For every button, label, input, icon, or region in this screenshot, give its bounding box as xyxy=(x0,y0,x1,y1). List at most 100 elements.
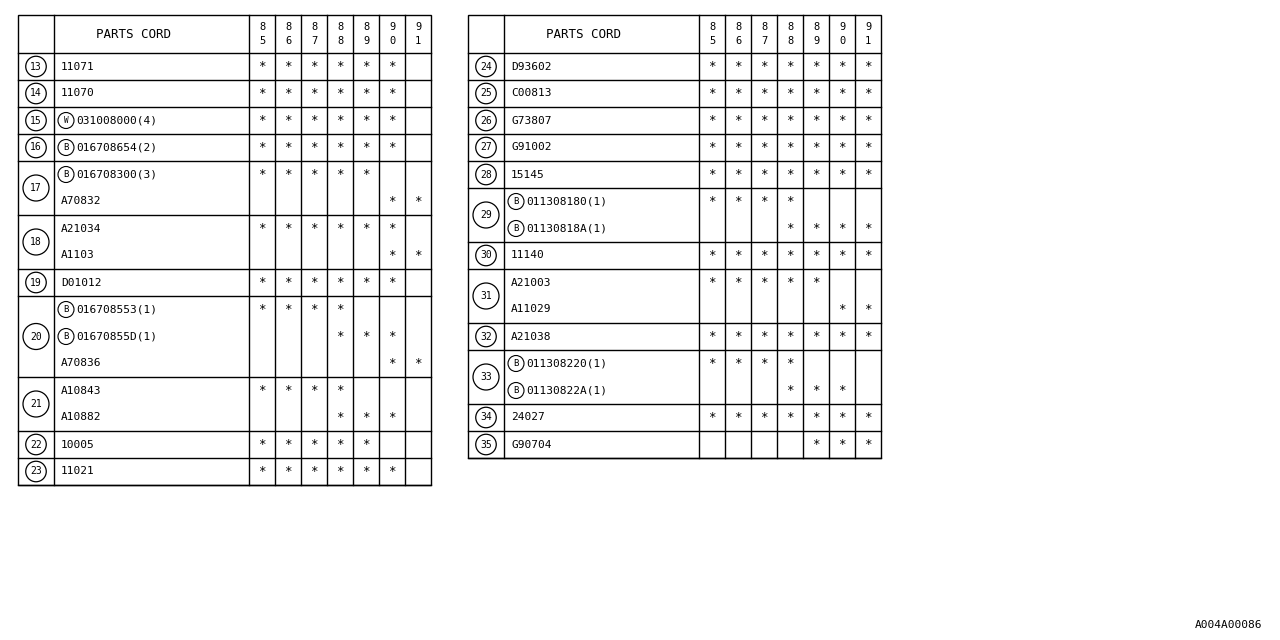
Text: *: * xyxy=(735,330,741,343)
Text: *: * xyxy=(388,411,396,424)
Text: 11070: 11070 xyxy=(61,88,95,99)
Text: *: * xyxy=(813,276,819,289)
Text: A1103: A1103 xyxy=(61,250,95,260)
Text: 26: 26 xyxy=(480,115,492,125)
Circle shape xyxy=(58,301,74,317)
Text: *: * xyxy=(760,168,768,181)
Text: 6: 6 xyxy=(285,36,291,46)
Circle shape xyxy=(508,193,524,209)
Text: *: * xyxy=(786,249,794,262)
Text: 18: 18 xyxy=(31,237,42,247)
Text: *: * xyxy=(310,222,317,235)
Text: 031008000(4): 031008000(4) xyxy=(76,115,157,125)
Text: *: * xyxy=(786,384,794,397)
Text: *: * xyxy=(708,114,716,127)
Text: *: * xyxy=(708,195,716,208)
Text: *: * xyxy=(838,60,846,73)
Circle shape xyxy=(23,175,49,201)
Text: *: * xyxy=(864,303,872,316)
Text: *: * xyxy=(337,303,344,316)
Circle shape xyxy=(508,221,524,237)
Text: *: * xyxy=(813,384,819,397)
Text: 8: 8 xyxy=(709,22,716,32)
Text: *: * xyxy=(864,411,872,424)
Text: *: * xyxy=(708,357,716,370)
Text: *: * xyxy=(760,60,768,73)
Text: *: * xyxy=(760,330,768,343)
Text: 01130822A(1): 01130822A(1) xyxy=(526,385,607,396)
Text: *: * xyxy=(708,60,716,73)
Text: *: * xyxy=(786,114,794,127)
Text: *: * xyxy=(310,276,317,289)
Text: *: * xyxy=(337,276,344,289)
Circle shape xyxy=(476,83,497,104)
Text: *: * xyxy=(284,303,292,316)
Text: *: * xyxy=(259,60,266,73)
Circle shape xyxy=(474,364,499,390)
Text: *: * xyxy=(284,384,292,397)
Text: *: * xyxy=(337,141,344,154)
Text: *: * xyxy=(786,276,794,289)
Text: B: B xyxy=(63,332,69,341)
Text: *: * xyxy=(337,465,344,478)
Text: *: * xyxy=(259,384,266,397)
Text: *: * xyxy=(760,276,768,289)
Circle shape xyxy=(23,391,49,417)
Text: 9: 9 xyxy=(415,22,421,32)
Text: B: B xyxy=(513,224,518,233)
Text: B: B xyxy=(513,197,518,206)
Text: *: * xyxy=(284,222,292,235)
Text: *: * xyxy=(337,168,344,181)
Text: 7: 7 xyxy=(311,36,317,46)
Circle shape xyxy=(26,461,46,482)
Text: *: * xyxy=(708,87,716,100)
Text: *: * xyxy=(337,438,344,451)
Text: 011308180(1): 011308180(1) xyxy=(526,196,607,207)
Text: 8: 8 xyxy=(787,22,794,32)
Text: A10843: A10843 xyxy=(61,385,101,396)
Text: 34: 34 xyxy=(480,413,492,422)
Text: PARTS CORD: PARTS CORD xyxy=(547,28,621,40)
Text: A21003: A21003 xyxy=(511,278,552,287)
Text: 9: 9 xyxy=(362,36,369,46)
Text: *: * xyxy=(786,411,794,424)
Text: *: * xyxy=(259,168,266,181)
Text: 8: 8 xyxy=(760,22,767,32)
Text: B: B xyxy=(63,305,69,314)
Circle shape xyxy=(58,328,74,344)
Text: 30: 30 xyxy=(480,250,492,260)
Text: *: * xyxy=(388,249,396,262)
Circle shape xyxy=(508,355,524,371)
Text: *: * xyxy=(760,411,768,424)
Text: 15145: 15145 xyxy=(511,170,545,179)
Text: *: * xyxy=(735,195,741,208)
Text: *: * xyxy=(708,168,716,181)
Text: 016708654(2): 016708654(2) xyxy=(76,143,157,152)
Text: *: * xyxy=(838,168,846,181)
Text: 20: 20 xyxy=(31,332,42,342)
Text: *: * xyxy=(813,168,819,181)
Text: 10005: 10005 xyxy=(61,440,95,449)
Circle shape xyxy=(26,272,46,292)
Text: *: * xyxy=(362,168,370,181)
Bar xyxy=(18,15,431,485)
Text: *: * xyxy=(310,438,317,451)
Text: *: * xyxy=(838,141,846,154)
Text: 21: 21 xyxy=(31,399,42,409)
Text: *: * xyxy=(813,330,819,343)
Text: *: * xyxy=(735,411,741,424)
Text: *: * xyxy=(259,141,266,154)
Text: *: * xyxy=(813,438,819,451)
Text: *: * xyxy=(760,141,768,154)
Circle shape xyxy=(23,229,49,255)
Text: *: * xyxy=(362,411,370,424)
Text: *: * xyxy=(388,357,396,370)
Text: *: * xyxy=(259,438,266,451)
Text: *: * xyxy=(786,195,794,208)
Text: A70836: A70836 xyxy=(61,358,101,369)
Text: 8: 8 xyxy=(735,22,741,32)
Text: 01130818A(1): 01130818A(1) xyxy=(526,223,607,234)
Circle shape xyxy=(26,83,46,104)
Text: *: * xyxy=(259,276,266,289)
Text: *: * xyxy=(259,303,266,316)
